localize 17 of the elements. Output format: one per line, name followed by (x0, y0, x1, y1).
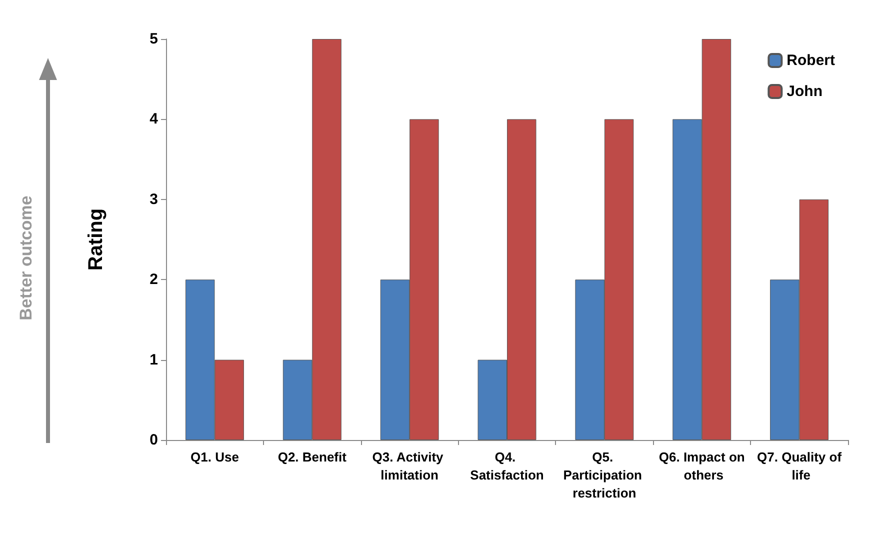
x-tick-label: Q3. Activity limitation (372, 450, 447, 482)
y-tick-label: 1 (150, 351, 158, 368)
x-tick-label: Q7. Quality of life (757, 450, 842, 482)
x-tick-label: Q4. Satisfaction (470, 450, 544, 482)
x-tick-label: Q1. Use (190, 450, 239, 464)
y-tick-label: 3 (150, 190, 158, 208)
text: Better outcome (16, 196, 36, 320)
legend-label: John (786, 83, 823, 100)
y-tick-label: 0 (150, 432, 158, 448)
y-tick-label: 2 (150, 271, 158, 288)
y-axis-title: Rating (85, 208, 107, 271)
x-tick-label: Q6. Impact on others (658, 450, 745, 482)
y-tick-label: 5 (150, 30, 158, 48)
x-tick-label: Q5. Participation restriction (563, 450, 646, 500)
x-tick-label: Q2. Benefit (278, 450, 348, 464)
y-tick-label: 4 (150, 110, 159, 128)
legend-label: Robert (786, 52, 836, 69)
